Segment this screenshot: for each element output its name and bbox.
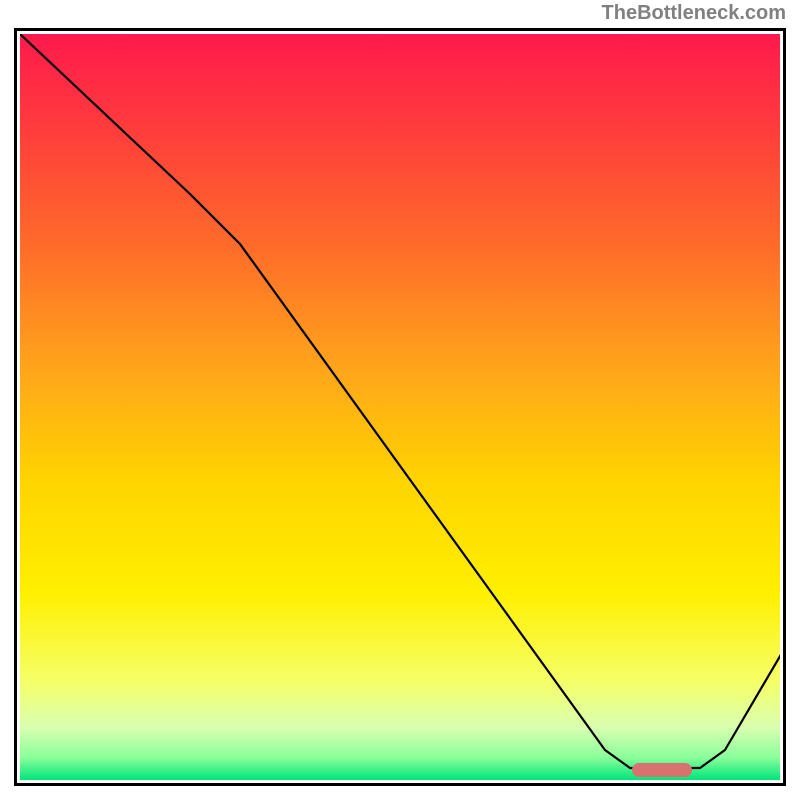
optimal-marker <box>632 763 692 777</box>
plot-area <box>14 28 786 786</box>
chart-container: { "attribution": { "text": "TheBottlenec… <box>0 0 800 800</box>
plot-inner <box>20 34 780 780</box>
bottleneck-curve <box>20 34 780 780</box>
attribution-text: TheBottleneck.com <box>602 2 786 25</box>
